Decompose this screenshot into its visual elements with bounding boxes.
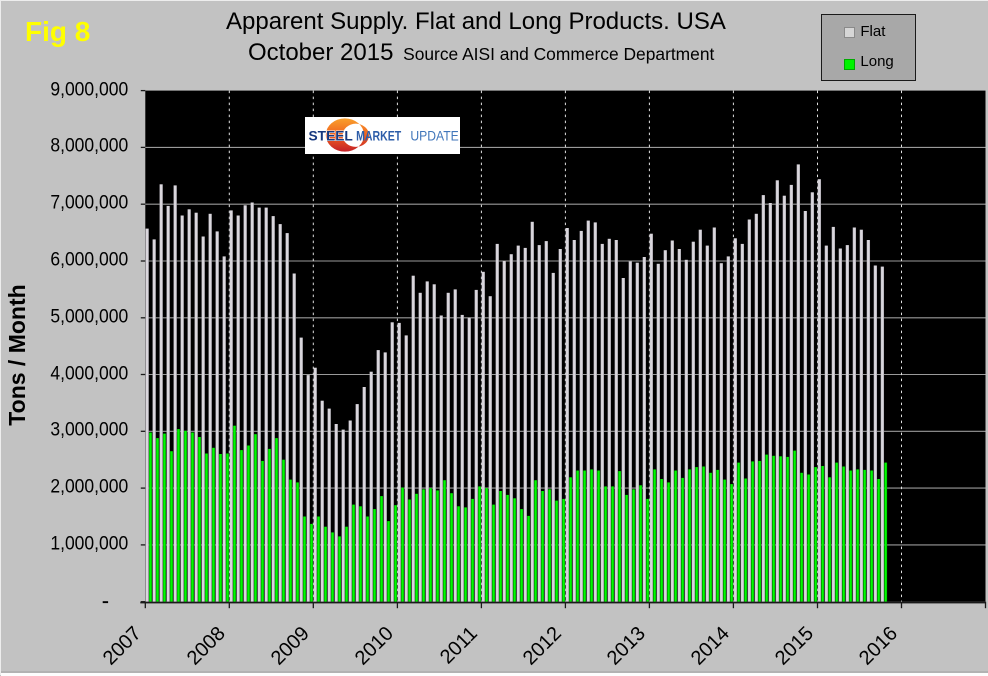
svg-text:2007: 2007 [99,622,146,669]
svg-text:2012: 2012 [519,622,566,669]
svg-text:2010: 2010 [351,622,398,669]
svg-text:STEEL: STEEL [309,128,354,144]
svg-text:MARKET: MARKET [356,128,401,144]
svg-text:2013: 2013 [603,622,650,669]
svg-text:2015: 2015 [771,622,818,669]
svg-text:2009: 2009 [267,622,314,669]
svg-text:2016: 2016 [855,622,902,669]
svg-text:2008: 2008 [183,622,230,669]
svg-text:2011: 2011 [436,622,482,668]
svg-text:UPDATE: UPDATE [410,128,458,144]
svg-text:Tons / Month: Tons / Month [4,284,30,425]
svg-text:2014: 2014 [687,622,734,669]
